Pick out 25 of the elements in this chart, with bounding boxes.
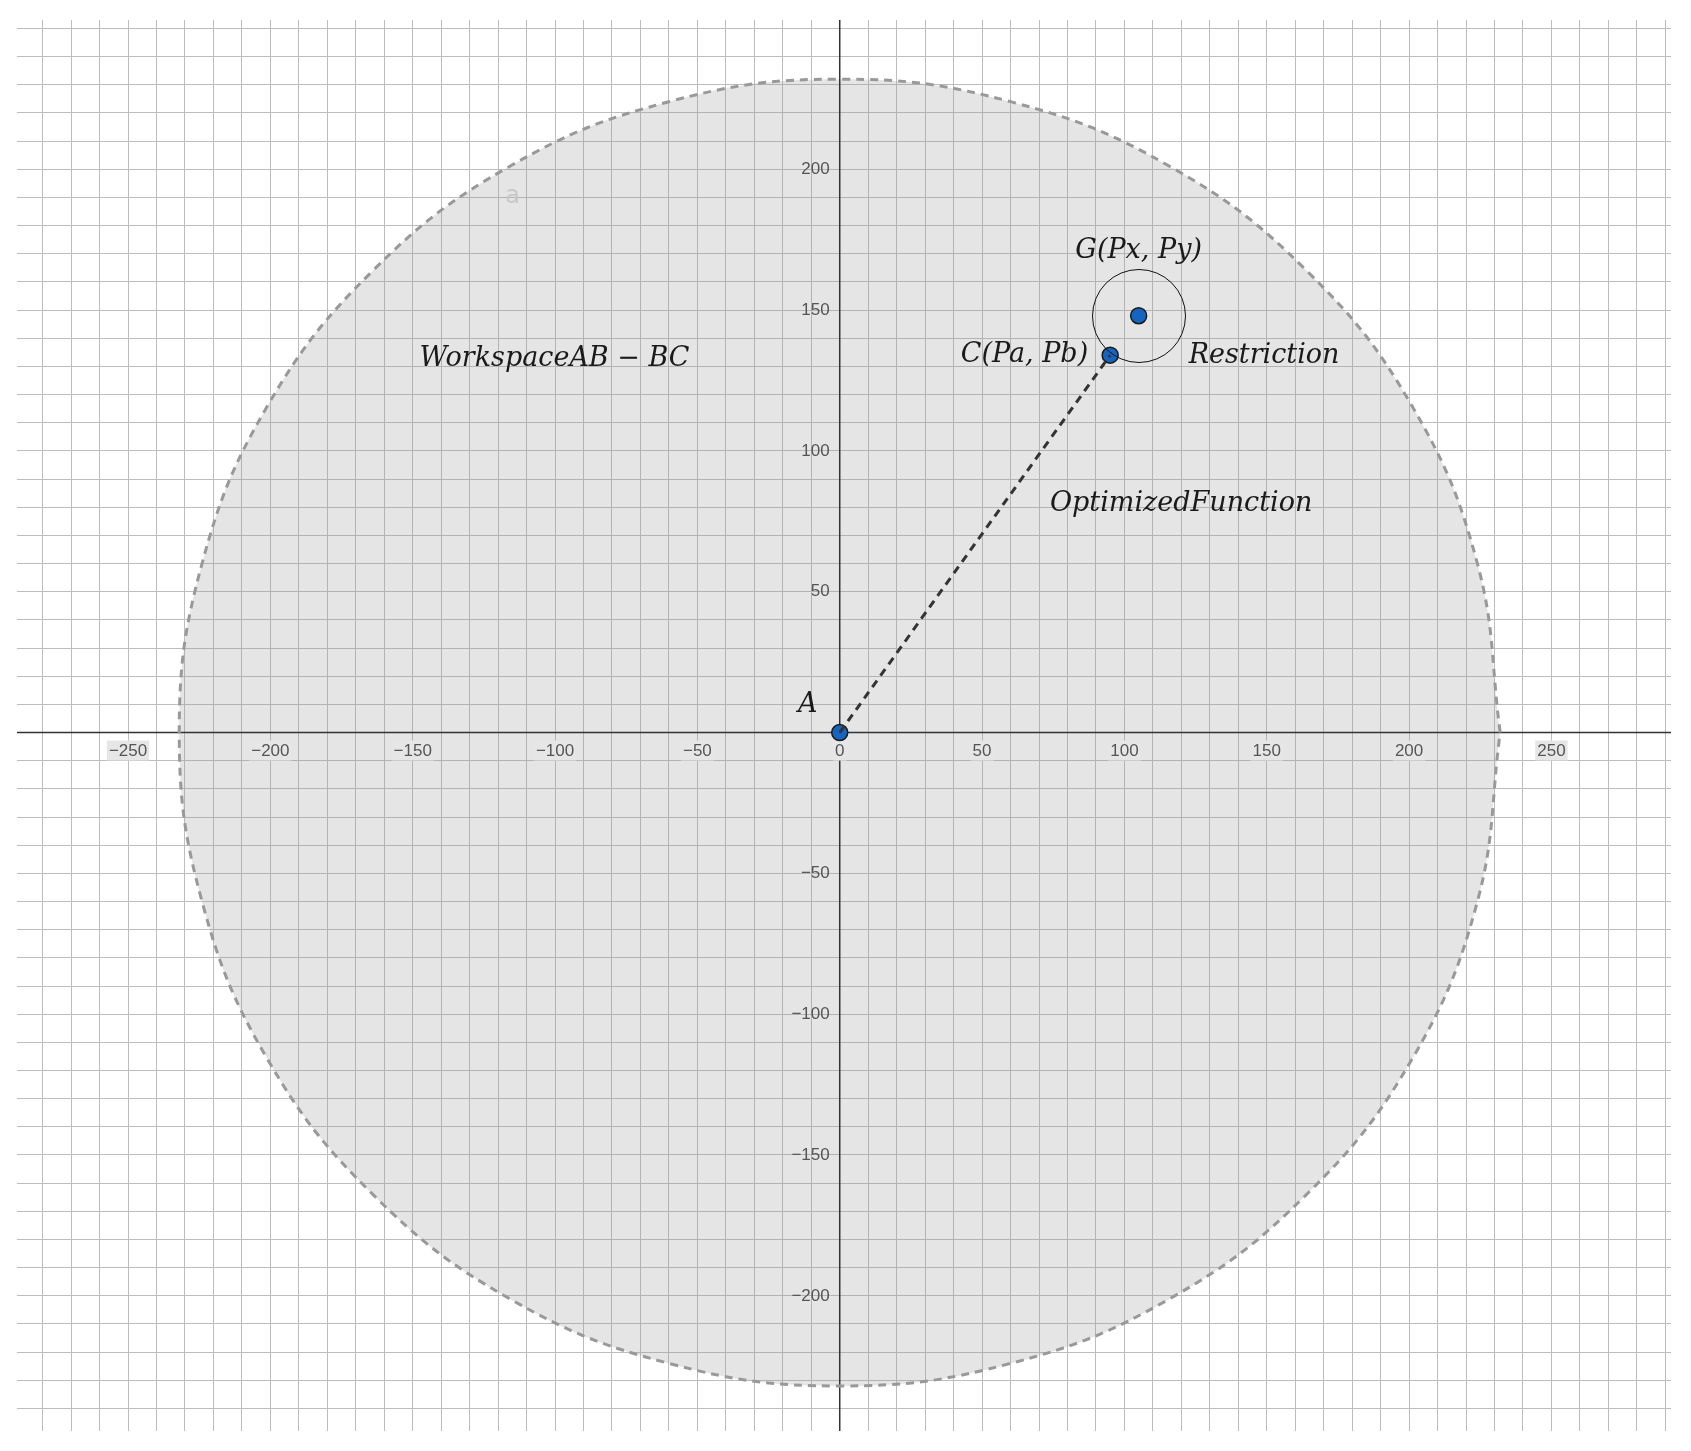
x-tick-label: 150	[1252, 740, 1281, 760]
x-tick-label: 50	[972, 740, 992, 760]
y-tick-label: 150	[801, 299, 830, 319]
x-tick-label: 0	[835, 740, 845, 760]
x-tick-label: 200	[1394, 740, 1424, 760]
y-tick-label: 50	[810, 581, 830, 601]
annotation: G(Px, Py)	[1075, 232, 1202, 264]
x-tick-label: −200	[251, 740, 290, 760]
x-tick-label: 250	[1537, 740, 1566, 760]
y-tick-label: 200	[801, 158, 830, 178]
x-tick-label: −150	[393, 740, 432, 760]
y-tick-label: 100	[801, 440, 830, 460]
annotation: WorkspaceAB − BC	[419, 340, 690, 372]
y-tick-label: −100	[791, 1003, 830, 1023]
x-tick-label: −100	[535, 740, 575, 760]
x-tick-label: −250	[108, 740, 148, 760]
annotation: A	[794, 686, 818, 718]
x-tick-label: −50	[682, 740, 712, 760]
annotation: OptimizedFunction	[1049, 485, 1313, 517]
x-tick-label: 100	[1110, 740, 1139, 760]
annotation: Restriction	[1187, 337, 1340, 369]
annotation: C(Pa, Pb)	[960, 337, 1089, 369]
y-tick-label: −150	[791, 1144, 830, 1164]
y-tick-label: −200	[791, 1285, 830, 1305]
y-tick-label: −50	[800, 863, 830, 883]
